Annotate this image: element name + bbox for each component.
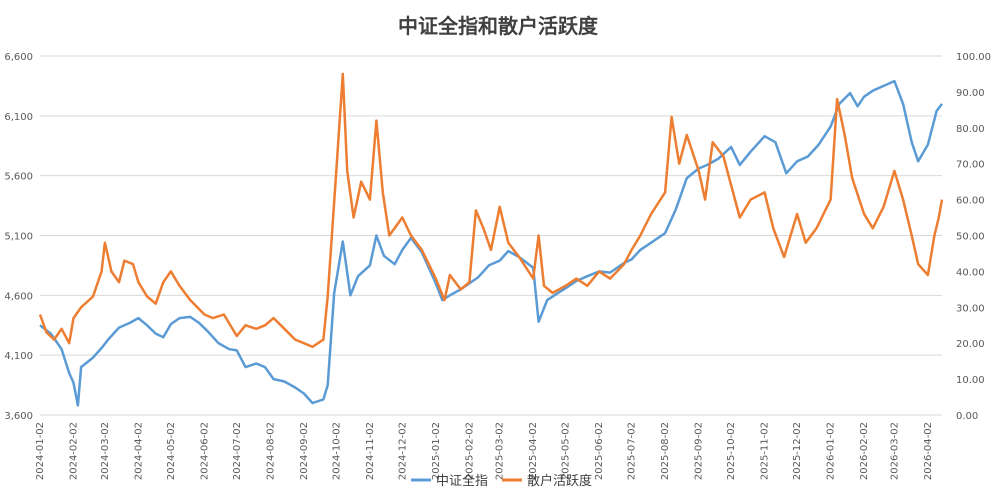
chart-title: 中证全指和散户活跃度 xyxy=(398,14,599,38)
right-tick-label: 10.00 xyxy=(956,375,985,386)
x-tick-label: 2024-02-02 xyxy=(69,422,80,480)
x-tick-label: 2024-03-02 xyxy=(100,422,111,480)
gridlines xyxy=(40,55,942,416)
legend: 中证全指 散户活跃度 xyxy=(411,473,592,489)
legend-label: 中证全指 xyxy=(436,473,488,489)
x-tick-label: 2024-10-02 xyxy=(331,422,342,480)
x-tick-label: 2024-06-02 xyxy=(199,422,210,480)
x-tick-label: 2025-01-02 xyxy=(431,422,442,480)
x-axis-ticks: 2024-01-02 2024-02-02 2024-03-02 2024-04-02… xyxy=(35,422,934,480)
x-tick-label: 2024-05-02 xyxy=(166,422,177,480)
right-tick-label: 80.00 xyxy=(956,124,985,135)
x-tick-label: 2025-07-02 xyxy=(627,422,638,480)
left-tick-label: 6,600 xyxy=(4,52,33,63)
right-tick-label: 50.00 xyxy=(956,232,985,243)
left-tick-label: 3,600 xyxy=(4,411,33,422)
left-tick-label: 5,100 xyxy=(4,232,33,243)
x-tick-label: 2025-11-02 xyxy=(760,422,771,480)
right-axis-ticks: 0.00 10.00 20.00 30.00 40.00 50.00 60.00 70.00 8… xyxy=(956,52,991,422)
right-tick-label: 70.00 xyxy=(956,160,985,171)
left-tick-label: 5,600 xyxy=(4,172,33,183)
left-tick-label: 4,100 xyxy=(4,351,33,362)
x-tick-label: 2025-06-02 xyxy=(594,422,605,480)
right-tick-label: 0.00 xyxy=(956,411,978,422)
right-tick-label: 90.00 xyxy=(956,88,985,99)
series-layer xyxy=(38,72,944,407)
right-tick-label: 100.00 xyxy=(956,52,991,63)
x-tick-label: 2025-08-02 xyxy=(660,422,671,480)
x-tick-label: 2025-12-02 xyxy=(792,422,803,480)
series-line xyxy=(38,72,944,349)
x-tick-label: 2024-09-02 xyxy=(299,422,310,480)
x-tick-label: 2025-09-02 xyxy=(694,422,705,480)
right-tick-label: 30.00 xyxy=(956,303,985,314)
x-tick-label: 2026-04-02 xyxy=(923,422,934,480)
right-tick-label: 60.00 xyxy=(956,196,985,207)
x-tick-label: 2024-01-02 xyxy=(35,422,46,480)
legend-label: 散户活跃度 xyxy=(527,473,592,489)
left-tick-label: 4,600 xyxy=(4,291,33,302)
x-tick-label: 2025-03-02 xyxy=(495,422,506,480)
left-tick-label: 6,100 xyxy=(4,112,33,123)
left-axis-ticks: 3,600 4,100 4,600 5,100 5,600 6,100 6,600 xyxy=(4,52,33,422)
x-tick-label: 2024-08-02 xyxy=(265,422,276,480)
x-tick-label: 2024-04-02 xyxy=(133,422,144,480)
x-tick-label: 2025-05-02 xyxy=(561,422,572,480)
x-tick-label: 2024-07-02 xyxy=(232,422,243,480)
x-tick-label: 2024-12-02 xyxy=(397,422,408,480)
x-tick-label: 2024-11-02 xyxy=(365,422,376,480)
right-tick-label: 20.00 xyxy=(956,339,985,350)
x-tick-label: 2026-01-02 xyxy=(826,422,837,480)
x-tick-label: 2025-02-02 xyxy=(464,422,475,480)
x-tick-label: 2026-02-02 xyxy=(859,422,870,480)
right-tick-label: 40.00 xyxy=(956,267,985,278)
x-tick-label: 2025-10-02 xyxy=(726,422,737,480)
x-tick-label: 2026-03-02 xyxy=(889,422,900,480)
x-tick-label: 2025-04-02 xyxy=(528,422,539,480)
